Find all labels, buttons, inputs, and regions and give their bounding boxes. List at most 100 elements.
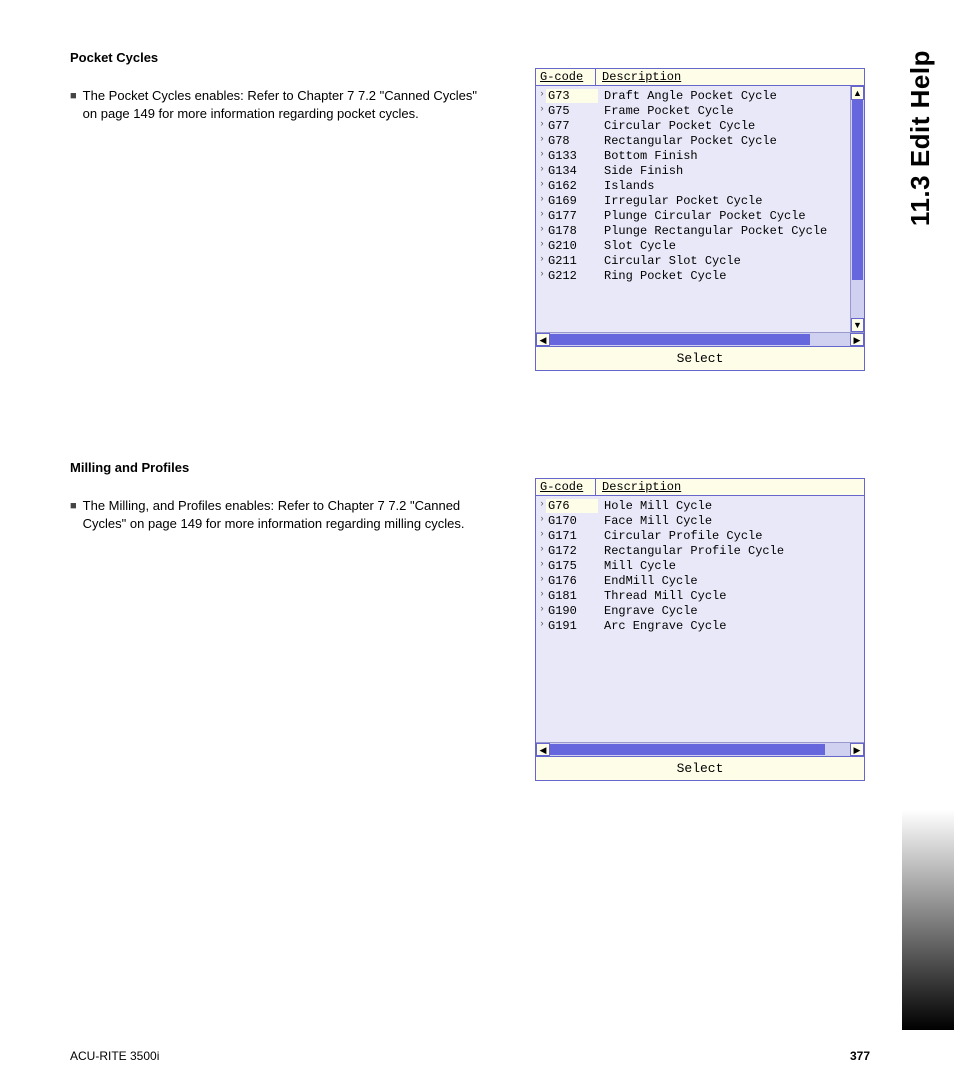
section-body: ■The Pocket Cycles enables: Refer to Cha… xyxy=(70,87,480,122)
list-item[interactable]: ›G212Ring Pocket Cycle xyxy=(536,268,850,283)
row-marker-icon: › xyxy=(538,514,546,528)
gcode-cell: G191 xyxy=(546,619,598,633)
doc-section: Milling and Profiles ■The Milling, and Pr… xyxy=(70,460,870,830)
gcode-cell: G175 xyxy=(546,559,598,573)
scroll-up-icon[interactable]: ▲ xyxy=(851,86,864,100)
gcode-cell: G76 xyxy=(546,499,598,513)
description-cell: Circular Slot Cycle xyxy=(598,254,848,268)
gcode-cell: G210 xyxy=(546,239,598,253)
page-content: Pocket Cycles■The Pocket Cycles enables:… xyxy=(70,50,870,870)
page-edge-gradient xyxy=(902,810,954,1030)
list-item[interactable]: ›G175Mill Cycle xyxy=(536,558,864,573)
list-item[interactable]: ›G171Circular Profile Cycle xyxy=(536,528,864,543)
description-cell: Arc Engrave Cycle xyxy=(598,619,862,633)
horizontal-scroll-track[interactable] xyxy=(550,743,850,756)
scroll-down-icon[interactable]: ▼ xyxy=(851,318,864,332)
gcode-list[interactable]: ›G73Draft Angle Pocket Cycle›G75Frame Po… xyxy=(536,86,850,332)
footer-product: ACU-RITE 3500i xyxy=(70,1049,159,1063)
column-header-gcode[interactable]: G-code xyxy=(536,69,596,85)
list-item[interactable]: ›G172Rectangular Profile Cycle xyxy=(536,543,864,558)
list-item[interactable]: ›G177Plunge Circular Pocket Cycle xyxy=(536,208,850,223)
list-item[interactable]: ›G133Bottom Finish xyxy=(536,148,850,163)
row-marker-icon: › xyxy=(538,269,546,283)
horizontal-scroll-thumb[interactable] xyxy=(550,334,810,345)
vertical-scroll-thumb[interactable] xyxy=(852,100,863,280)
vertical-scrollbar[interactable]: ▲▼ xyxy=(850,86,864,332)
gcode-panel: G-codeDescription›G76Hole Mill Cycle›G17… xyxy=(535,478,865,781)
row-marker-icon: › xyxy=(538,254,546,268)
list-item[interactable]: ›G210Slot Cycle xyxy=(536,238,850,253)
description-cell: Islands xyxy=(598,179,848,193)
doc-section: Pocket Cycles■The Pocket Cycles enables:… xyxy=(70,50,870,420)
horizontal-scroll-track[interactable] xyxy=(550,333,850,346)
description-cell: Mill Cycle xyxy=(598,559,862,573)
gcode-cell: G178 xyxy=(546,224,598,238)
section-heading: Milling and Profiles xyxy=(70,460,870,475)
gcode-cell: G172 xyxy=(546,544,598,558)
list-item[interactable]: ›G73Draft Angle Pocket Cycle xyxy=(536,88,850,103)
list-item[interactable]: ›G178Plunge Rectangular Pocket Cycle xyxy=(536,223,850,238)
description-cell: Face Mill Cycle xyxy=(598,514,862,528)
description-cell: Circular Pocket Cycle xyxy=(598,119,848,133)
list-item[interactable]: ›G76Hole Mill Cycle xyxy=(536,498,864,513)
list-item[interactable]: ›G78Rectangular Pocket Cycle xyxy=(536,133,850,148)
scroll-left-icon[interactable]: ◀ xyxy=(536,333,550,346)
column-header-gcode[interactable]: G-code xyxy=(536,479,596,495)
row-marker-icon: › xyxy=(538,559,546,573)
gcode-cell: G75 xyxy=(546,104,598,118)
list-item[interactable]: ›G75Frame Pocket Cycle xyxy=(536,103,850,118)
row-marker-icon: › xyxy=(538,119,546,133)
panel-list-area: ›G76Hole Mill Cycle›G170Face Mill Cycle›… xyxy=(536,496,864,742)
description-cell: Bottom Finish xyxy=(598,149,848,163)
section-body-text: The Milling, and Profiles enables: Refer… xyxy=(83,497,480,532)
panel-header-row: G-codeDescription xyxy=(536,69,864,86)
row-marker-icon: › xyxy=(538,149,546,163)
row-marker-icon: › xyxy=(538,574,546,588)
section-body: ■The Milling, and Profiles enables: Refe… xyxy=(70,497,480,532)
panel-header-row: G-codeDescription xyxy=(536,479,864,496)
gcode-cell: G176 xyxy=(546,574,598,588)
scroll-left-icon[interactable]: ◀ xyxy=(536,743,550,756)
panel-list-area: ›G73Draft Angle Pocket Cycle›G75Frame Po… xyxy=(536,86,864,332)
list-item[interactable]: ›G190Engrave Cycle xyxy=(536,603,864,618)
row-marker-icon: › xyxy=(538,104,546,118)
list-item[interactable]: ›G77Circular Pocket Cycle xyxy=(536,118,850,133)
description-cell: Hole Mill Cycle xyxy=(598,499,862,513)
row-marker-icon: › xyxy=(538,194,546,208)
select-button[interactable]: Select xyxy=(536,346,864,370)
description-cell: Draft Angle Pocket Cycle xyxy=(598,89,848,103)
gcode-cell: G181 xyxy=(546,589,598,603)
list-item[interactable]: ›G211Circular Slot Cycle xyxy=(536,253,850,268)
list-item[interactable]: ›G169Irregular Pocket Cycle xyxy=(536,193,850,208)
gcode-cell: G134 xyxy=(546,164,598,178)
scroll-right-icon[interactable]: ▶ xyxy=(850,743,864,756)
horizontal-scrollbar[interactable]: ◀▶ xyxy=(536,332,864,346)
description-cell: Frame Pocket Cycle xyxy=(598,104,848,118)
list-item[interactable]: ›G191Arc Engrave Cycle xyxy=(536,618,864,633)
select-button[interactable]: Select xyxy=(536,756,864,780)
list-item[interactable]: ›G134Side Finish xyxy=(536,163,850,178)
footer-page-number: 377 xyxy=(850,1049,870,1063)
list-item[interactable]: ›G162Islands xyxy=(536,178,850,193)
gcode-cell: G211 xyxy=(546,254,598,268)
list-item[interactable]: ›G181Thread Mill Cycle xyxy=(536,588,864,603)
description-cell: Side Finish xyxy=(598,164,848,178)
gcode-panel: G-codeDescription ›G73Draft Angle Pocket … xyxy=(535,68,865,371)
row-marker-icon: › xyxy=(538,619,546,633)
description-cell: Irregular Pocket Cycle xyxy=(598,194,848,208)
row-marker-icon: › xyxy=(538,529,546,543)
column-header-description[interactable]: Description xyxy=(596,479,864,495)
row-marker-icon: › xyxy=(538,209,546,223)
description-cell: Plunge Rectangular Pocket Cycle xyxy=(598,224,848,238)
column-header-description[interactable]: Description xyxy=(596,69,864,85)
list-item[interactable]: ›G176EndMill Cycle xyxy=(536,573,864,588)
row-marker-icon: › xyxy=(538,134,546,148)
list-item[interactable]: ›G170Face Mill Cycle xyxy=(536,513,864,528)
row-marker-icon: › xyxy=(538,604,546,618)
horizontal-scroll-thumb[interactable] xyxy=(550,744,825,755)
scroll-right-icon[interactable]: ▶ xyxy=(850,333,864,346)
horizontal-scrollbar[interactable]: ◀▶ xyxy=(536,742,864,756)
gcode-list[interactable]: ›G76Hole Mill Cycle›G170Face Mill Cycle›… xyxy=(536,496,864,742)
description-cell: Slot Cycle xyxy=(598,239,848,253)
bullet-icon: ■ xyxy=(70,499,77,532)
